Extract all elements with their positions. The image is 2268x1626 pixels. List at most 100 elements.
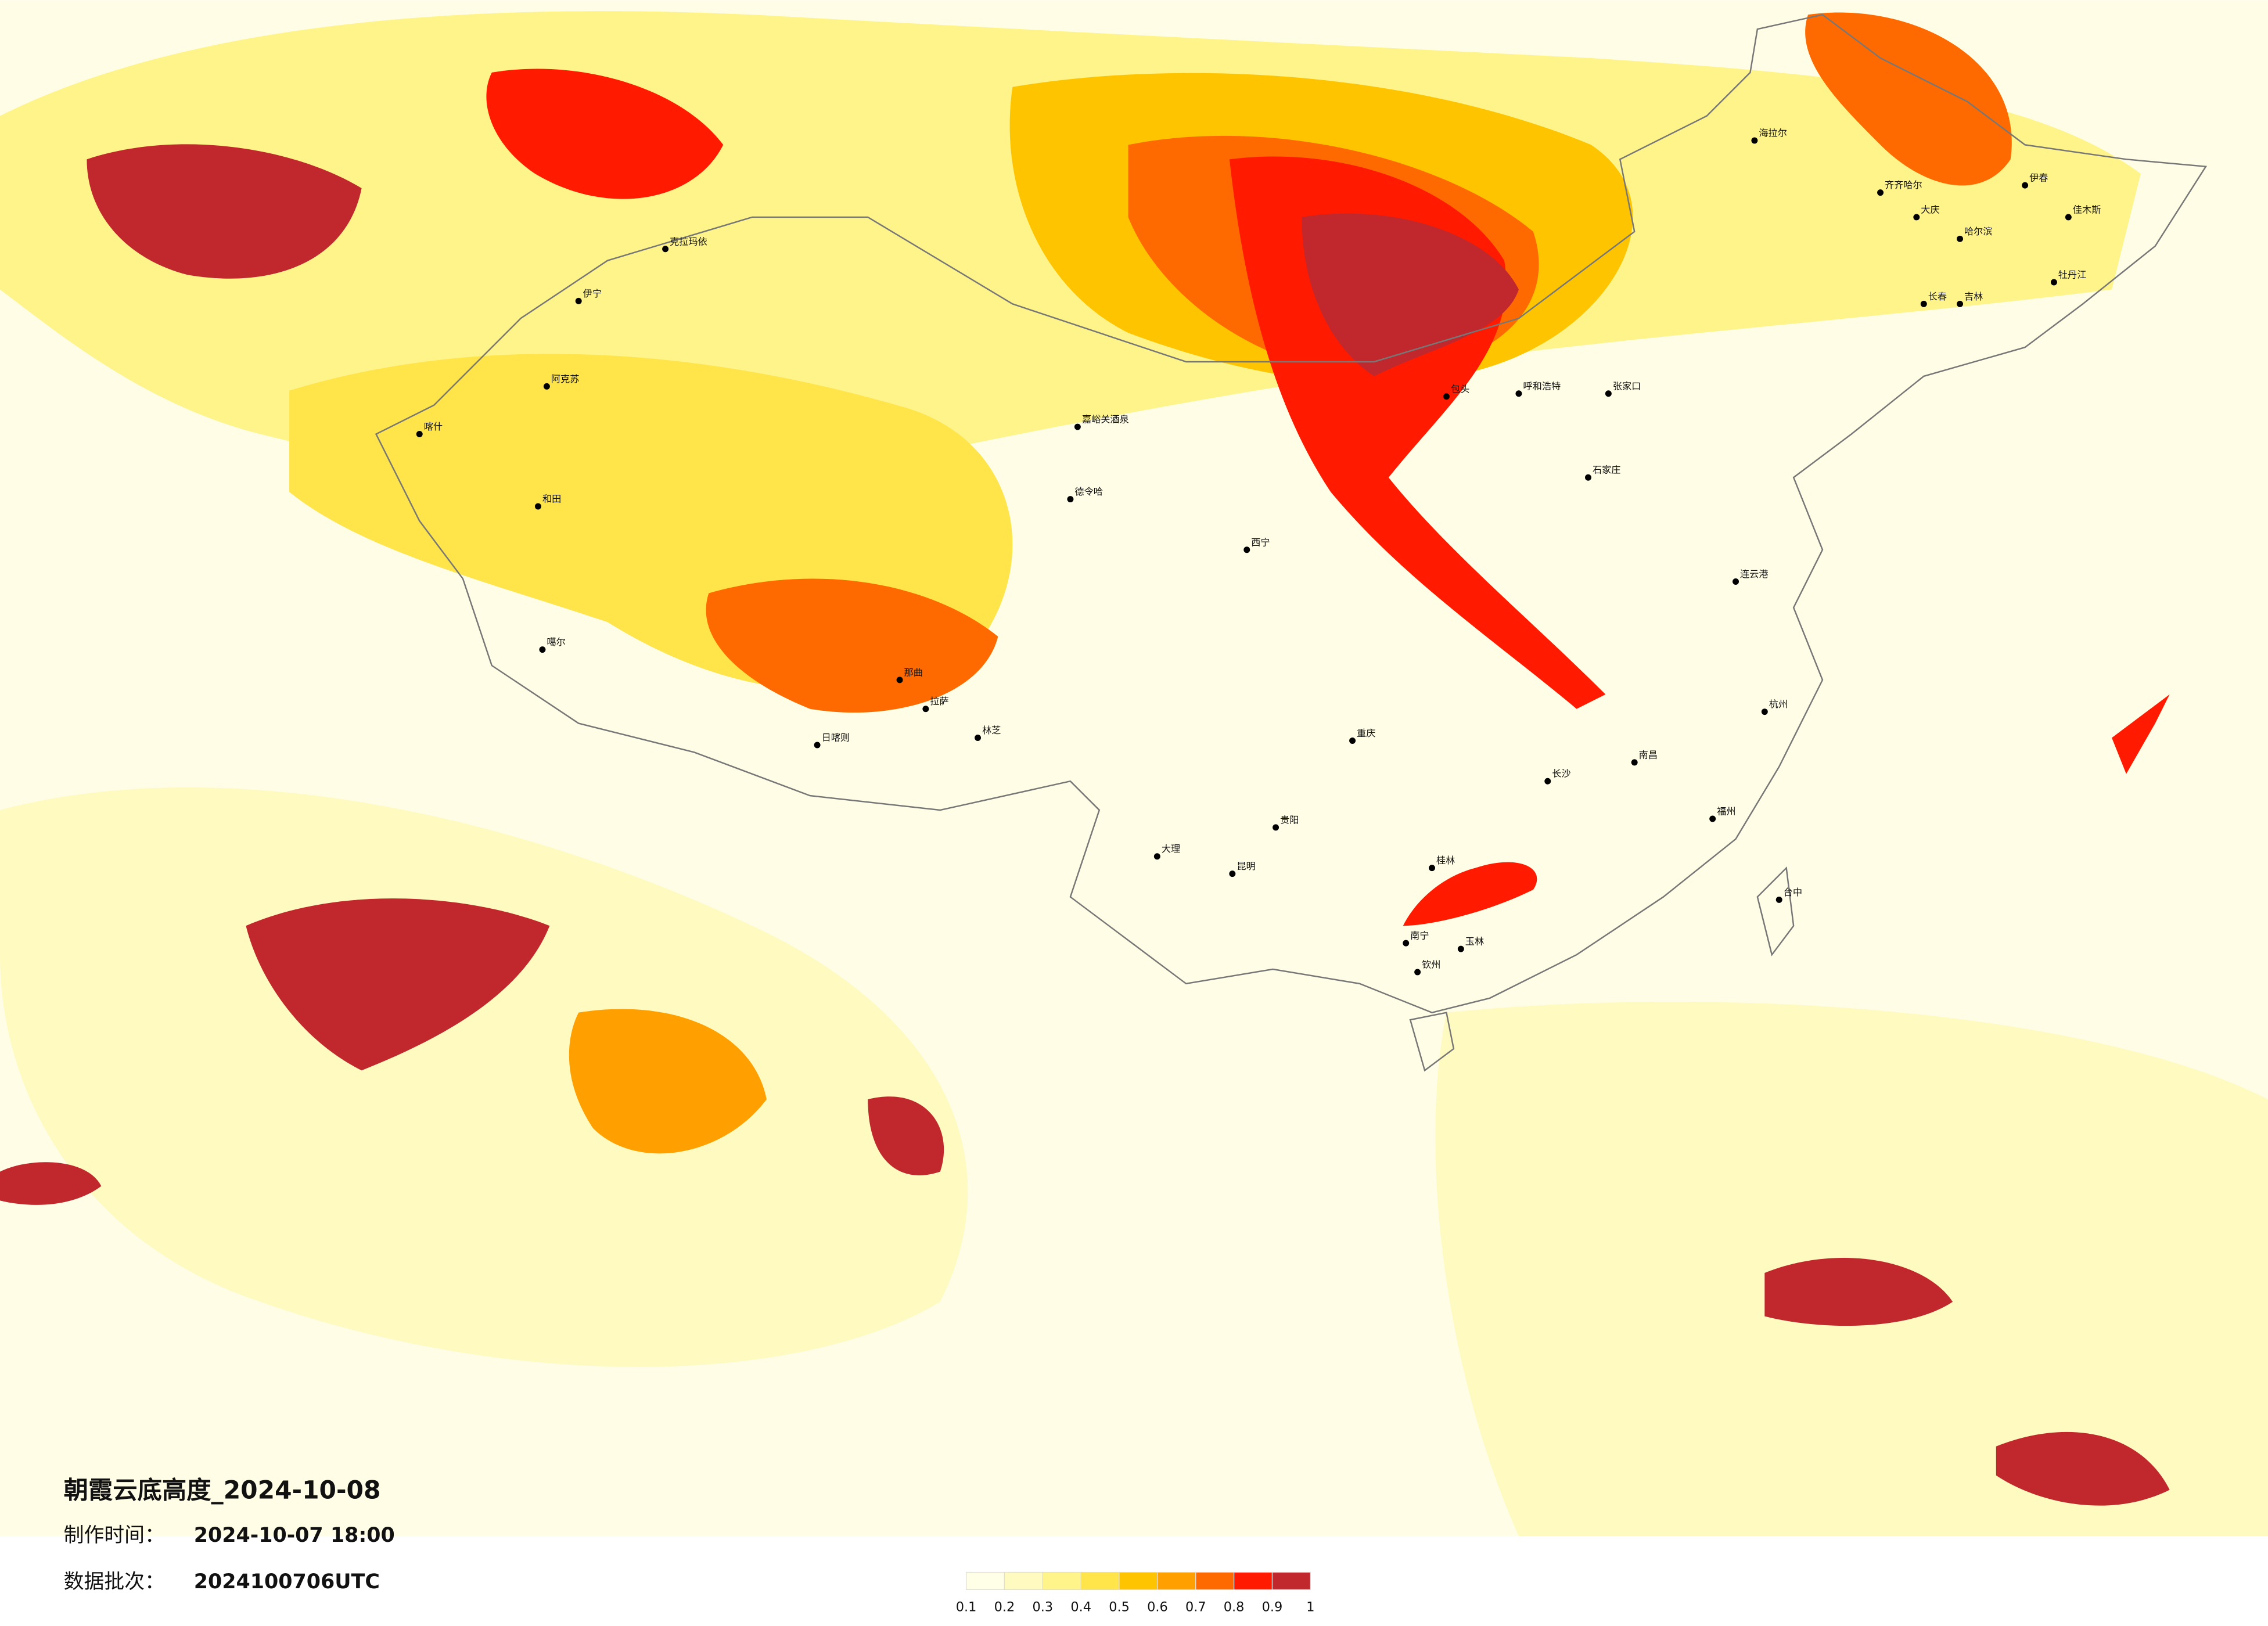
- legend-tick-label: 0.8: [1224, 1600, 1245, 1615]
- city-label: 大庆: [1921, 204, 1939, 215]
- city-dot: [662, 246, 669, 253]
- island-border: [1756, 866, 1795, 956]
- legend-tick-label: 0.2: [994, 1600, 1015, 1615]
- city-dot: [1153, 853, 1160, 860]
- city-label: 吉林: [1964, 291, 1983, 302]
- legend: 0.1 0.2 0.3 0.4 0.5 0.6 0.7 0.8 0.9 1: [956, 1571, 1314, 1615]
- city-label: 喀什: [424, 421, 443, 432]
- city-dot: [539, 646, 546, 653]
- batch-value: 2024100706UTC: [194, 1570, 380, 1593]
- city-label: 日喀则: [822, 732, 850, 743]
- city-label: 佳木斯: [2073, 204, 2101, 215]
- city-label: 南宁: [1410, 930, 1429, 941]
- city-dot: [1515, 390, 1522, 397]
- city-label: 大理: [1162, 843, 1180, 854]
- legend-tick-label: 0.4: [1070, 1600, 1091, 1615]
- legend-swatch: [1042, 1571, 1081, 1590]
- city-dot: [1761, 708, 1768, 715]
- city-label: 钦州: [1422, 959, 1440, 970]
- city-label: 张家口: [1613, 380, 1641, 391]
- city-dot: [1920, 300, 1927, 307]
- city-dot: [1229, 870, 1236, 877]
- city-dot: [416, 431, 423, 437]
- batch-label: 数据批次：: [64, 1570, 165, 1593]
- city-dot: [1414, 969, 1421, 976]
- city-dot: [2065, 214, 2072, 221]
- city-label: 阿克苏: [551, 373, 580, 384]
- map-title: 朝霞云底高度_2024-10-08: [64, 1476, 381, 1504]
- city-label: 南昌: [1639, 749, 1658, 760]
- city-label: 拉萨: [930, 696, 948, 707]
- city-dot: [1403, 940, 1410, 947]
- legend-swatch: [1119, 1571, 1158, 1590]
- country-border: [375, 13, 2208, 1013]
- city-dot: [1067, 496, 1074, 503]
- cloud-patch: [868, 1096, 944, 1175]
- city-dot: [1957, 300, 1964, 307]
- cloud-patch: [0, 787, 968, 1367]
- city-label: 福州: [1717, 805, 1735, 816]
- cloud-patch: [1805, 12, 2012, 186]
- city-dot: [1631, 759, 1638, 766]
- legend-tick-label: 1: [1306, 1600, 1314, 1615]
- made-value: 2024-10-07 18:00: [194, 1524, 395, 1547]
- legend-swatch: [1157, 1571, 1196, 1590]
- city-dot: [1775, 896, 1782, 903]
- city-dot: [1751, 137, 1758, 144]
- city-label: 包头: [1451, 383, 1469, 394]
- city-dot: [922, 706, 929, 713]
- city-dot: [1957, 235, 1964, 242]
- cloud-patch: [569, 1009, 767, 1154]
- legend-swatch: [1271, 1571, 1311, 1590]
- city-label: 西宁: [1251, 537, 1270, 548]
- legend-tick-label: 0.9: [1262, 1600, 1283, 1615]
- cloud-patch: [87, 144, 362, 279]
- city-dot: [1443, 393, 1450, 400]
- city-dot: [1709, 815, 1716, 822]
- legend-tick-label: 0.7: [1185, 1600, 1206, 1615]
- city-label: 克拉玛依: [670, 236, 707, 247]
- city-dot: [543, 383, 550, 390]
- city-dot: [1243, 546, 1250, 553]
- city-label: 石家庄: [1593, 465, 1621, 476]
- cloud-patch: [2112, 694, 2170, 774]
- city-label: 桂林: [1436, 855, 1455, 866]
- city-dot: [1074, 423, 1081, 430]
- city-label: 伊宁: [583, 288, 602, 299]
- city-label: 齐齐哈尔: [1885, 179, 1922, 190]
- city-dot: [1349, 737, 1356, 744]
- cloud-patch: [706, 578, 998, 713]
- city-label: 噶尔: [547, 636, 565, 647]
- legend-tick-label: 0.1: [956, 1600, 977, 1615]
- city-label: 长沙: [1552, 768, 1570, 779]
- city-label: 海拉尔: [1759, 127, 1787, 138]
- city-dot: [2022, 182, 2029, 189]
- legend-tick-label: 0.6: [1147, 1600, 1168, 1615]
- cloud-patch: [486, 69, 724, 199]
- city-label: 嘉峪关酒泉: [1082, 414, 1129, 425]
- legend-tick-label: 0.5: [1109, 1600, 1130, 1615]
- city-dot: [534, 503, 541, 510]
- city-dot: [1605, 390, 1612, 397]
- legend-swatch: [1080, 1571, 1120, 1590]
- city-dot: [1457, 945, 1464, 952]
- city-label: 玉林: [1465, 936, 1484, 947]
- city-dot: [1913, 214, 1920, 221]
- city-label: 杭州: [1769, 699, 1788, 710]
- city-label: 贵阳: [1280, 814, 1299, 825]
- legend-swatch: [1233, 1571, 1273, 1590]
- legend-tick-label: 0.3: [1033, 1600, 1054, 1615]
- cloud-patch: [1764, 1258, 1953, 1326]
- city-dot: [896, 677, 903, 684]
- legend-swatch: [965, 1571, 1005, 1590]
- city-dot: [2050, 279, 2057, 286]
- city-label: 林芝: [982, 725, 1001, 736]
- city-label: 呼和浩特: [1523, 380, 1561, 391]
- cloud-patch: [1403, 862, 1537, 926]
- cloud-patch: [1996, 1431, 2170, 1506]
- city-label: 伊春: [2029, 172, 2048, 184]
- city-label: 连云港: [1740, 569, 1769, 580]
- city-label: 昆明: [1237, 861, 1255, 872]
